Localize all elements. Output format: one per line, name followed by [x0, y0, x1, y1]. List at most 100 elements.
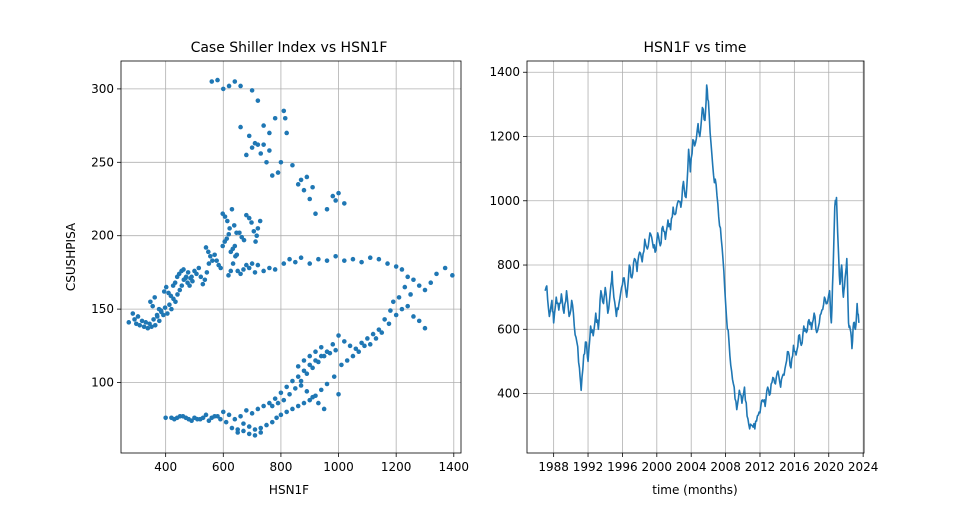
scatter-point [143, 320, 149, 325]
scatter-point [149, 324, 154, 330]
scatter-point [254, 233, 260, 239]
scatter-point [405, 303, 410, 309]
scatter-point [244, 212, 249, 218]
scatter-point [336, 190, 341, 196]
scatter-point [388, 308, 393, 313]
scatter-point [307, 362, 313, 368]
scatter-point [342, 258, 347, 263]
scatter-y-tick-label: 150 [91, 302, 114, 316]
scatter-point [238, 83, 243, 89]
scatter-point [226, 273, 231, 278]
scatter-point [298, 177, 304, 183]
scatter-point [206, 249, 211, 255]
scatter-point [450, 273, 455, 278]
scatter-point [301, 187, 307, 193]
scatter-point [169, 415, 174, 421]
line-y-tick-label: 800 [497, 258, 520, 272]
scatter-point [313, 349, 318, 354]
scatter-point [238, 271, 243, 277]
scatter-point [225, 218, 230, 224]
line-y-tick-label: 600 [497, 322, 520, 336]
scatter-point [241, 237, 247, 243]
scatter-point [252, 427, 258, 432]
scatter-point [232, 243, 238, 249]
scatter-point [204, 270, 210, 275]
scatter-point [318, 387, 324, 393]
scatter-point [255, 406, 261, 412]
scatter-point [152, 295, 158, 300]
scatter-point [359, 340, 364, 346]
scatter-point [324, 381, 330, 387]
scatter-point [304, 389, 310, 394]
scatter-point [238, 124, 243, 130]
scatter-point [269, 403, 275, 409]
scatter-point [267, 265, 272, 271]
scatter-point [195, 416, 200, 422]
scatter-point [281, 261, 287, 266]
scatter-point [252, 270, 258, 275]
scatter-point [163, 284, 169, 290]
scatter-point [284, 384, 289, 390]
scatter-point [168, 293, 174, 299]
scatter-point [255, 98, 261, 103]
scatter-point [422, 325, 428, 331]
scatter-point [227, 226, 232, 231]
scatter-point [327, 350, 333, 356]
scatter-point [304, 174, 310, 180]
scatter-point [226, 412, 232, 418]
scatter-point [295, 364, 301, 369]
scatter-x-tick-label: 400 [154, 460, 177, 474]
scatter-point [298, 383, 304, 388]
scatter-point [399, 267, 405, 272]
scatter-point [249, 411, 255, 416]
scatter-point [333, 198, 338, 203]
scatter-point [287, 391, 292, 397]
scatter-point [275, 400, 281, 406]
scatter-point [208, 253, 213, 259]
scatter-point [275, 170, 281, 175]
scatter-point [169, 306, 174, 312]
scatter-point [272, 267, 278, 272]
scatter-point [310, 394, 315, 400]
scatter-point [126, 320, 132, 325]
scatter-point [284, 409, 289, 415]
scatter-y-axis-label: CSUSHPISA [64, 222, 78, 291]
scatter-point [172, 280, 178, 285]
scatter-point [382, 317, 387, 322]
scatter-point [200, 415, 206, 421]
scatter-point [177, 413, 183, 419]
scatter-point [278, 160, 284, 165]
scatter-point [141, 324, 147, 330]
scatter-point [238, 413, 243, 419]
scatter-point [161, 312, 166, 318]
scatter-point [181, 267, 186, 272]
scatter-point [385, 261, 390, 266]
scatter-point [189, 274, 194, 280]
scatter-point [298, 378, 304, 384]
scatter-point [359, 259, 364, 265]
line-x-tick-label: 2024 [848, 460, 879, 474]
scatter-point [202, 277, 208, 283]
scatter-point [264, 422, 269, 428]
scatter-point [255, 226, 261, 231]
scatter-point [220, 409, 226, 415]
scatter-point [282, 115, 288, 121]
scatter-point [295, 374, 301, 379]
scatter-point [411, 277, 416, 283]
scatter-point [313, 211, 318, 216]
scatter-chart: Case Shiller Index vs HSN1F 400 600 800 100… [64, 40, 469, 497]
scatter-point [324, 258, 330, 263]
scatter-point [390, 299, 396, 305]
scatter-point [203, 245, 209, 250]
scatter-point [190, 278, 195, 284]
scatter-point [356, 349, 362, 354]
scatter-point [241, 428, 246, 434]
scatter-point [411, 314, 416, 319]
scatter-point [321, 353, 327, 359]
scatter-point [342, 339, 347, 344]
line-x-axis-label: time (months) [652, 483, 738, 497]
scatter-point [264, 160, 269, 165]
scatter-point [179, 283, 185, 288]
scatter-point [244, 262, 249, 268]
scatter-point [223, 419, 229, 425]
